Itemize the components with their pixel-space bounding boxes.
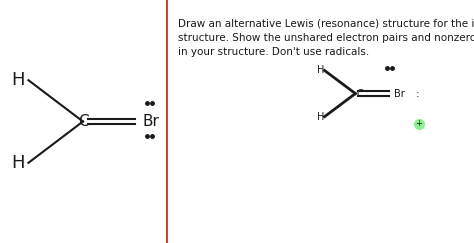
Text: Draw an alternative Lewis (resonance) structure for the incomplete
structure. Sh: Draw an alternative Lewis (resonance) st… — [178, 19, 474, 57]
Text: C: C — [78, 114, 88, 129]
Text: :: : — [415, 88, 419, 99]
Text: Br: Br — [394, 88, 405, 99]
Text: C: C — [357, 88, 364, 99]
Text: H: H — [317, 112, 325, 122]
Text: H: H — [11, 71, 25, 89]
Text: H: H — [317, 65, 325, 76]
Text: H: H — [11, 154, 25, 172]
Text: Br: Br — [142, 114, 159, 129]
Text: +: + — [415, 119, 422, 129]
